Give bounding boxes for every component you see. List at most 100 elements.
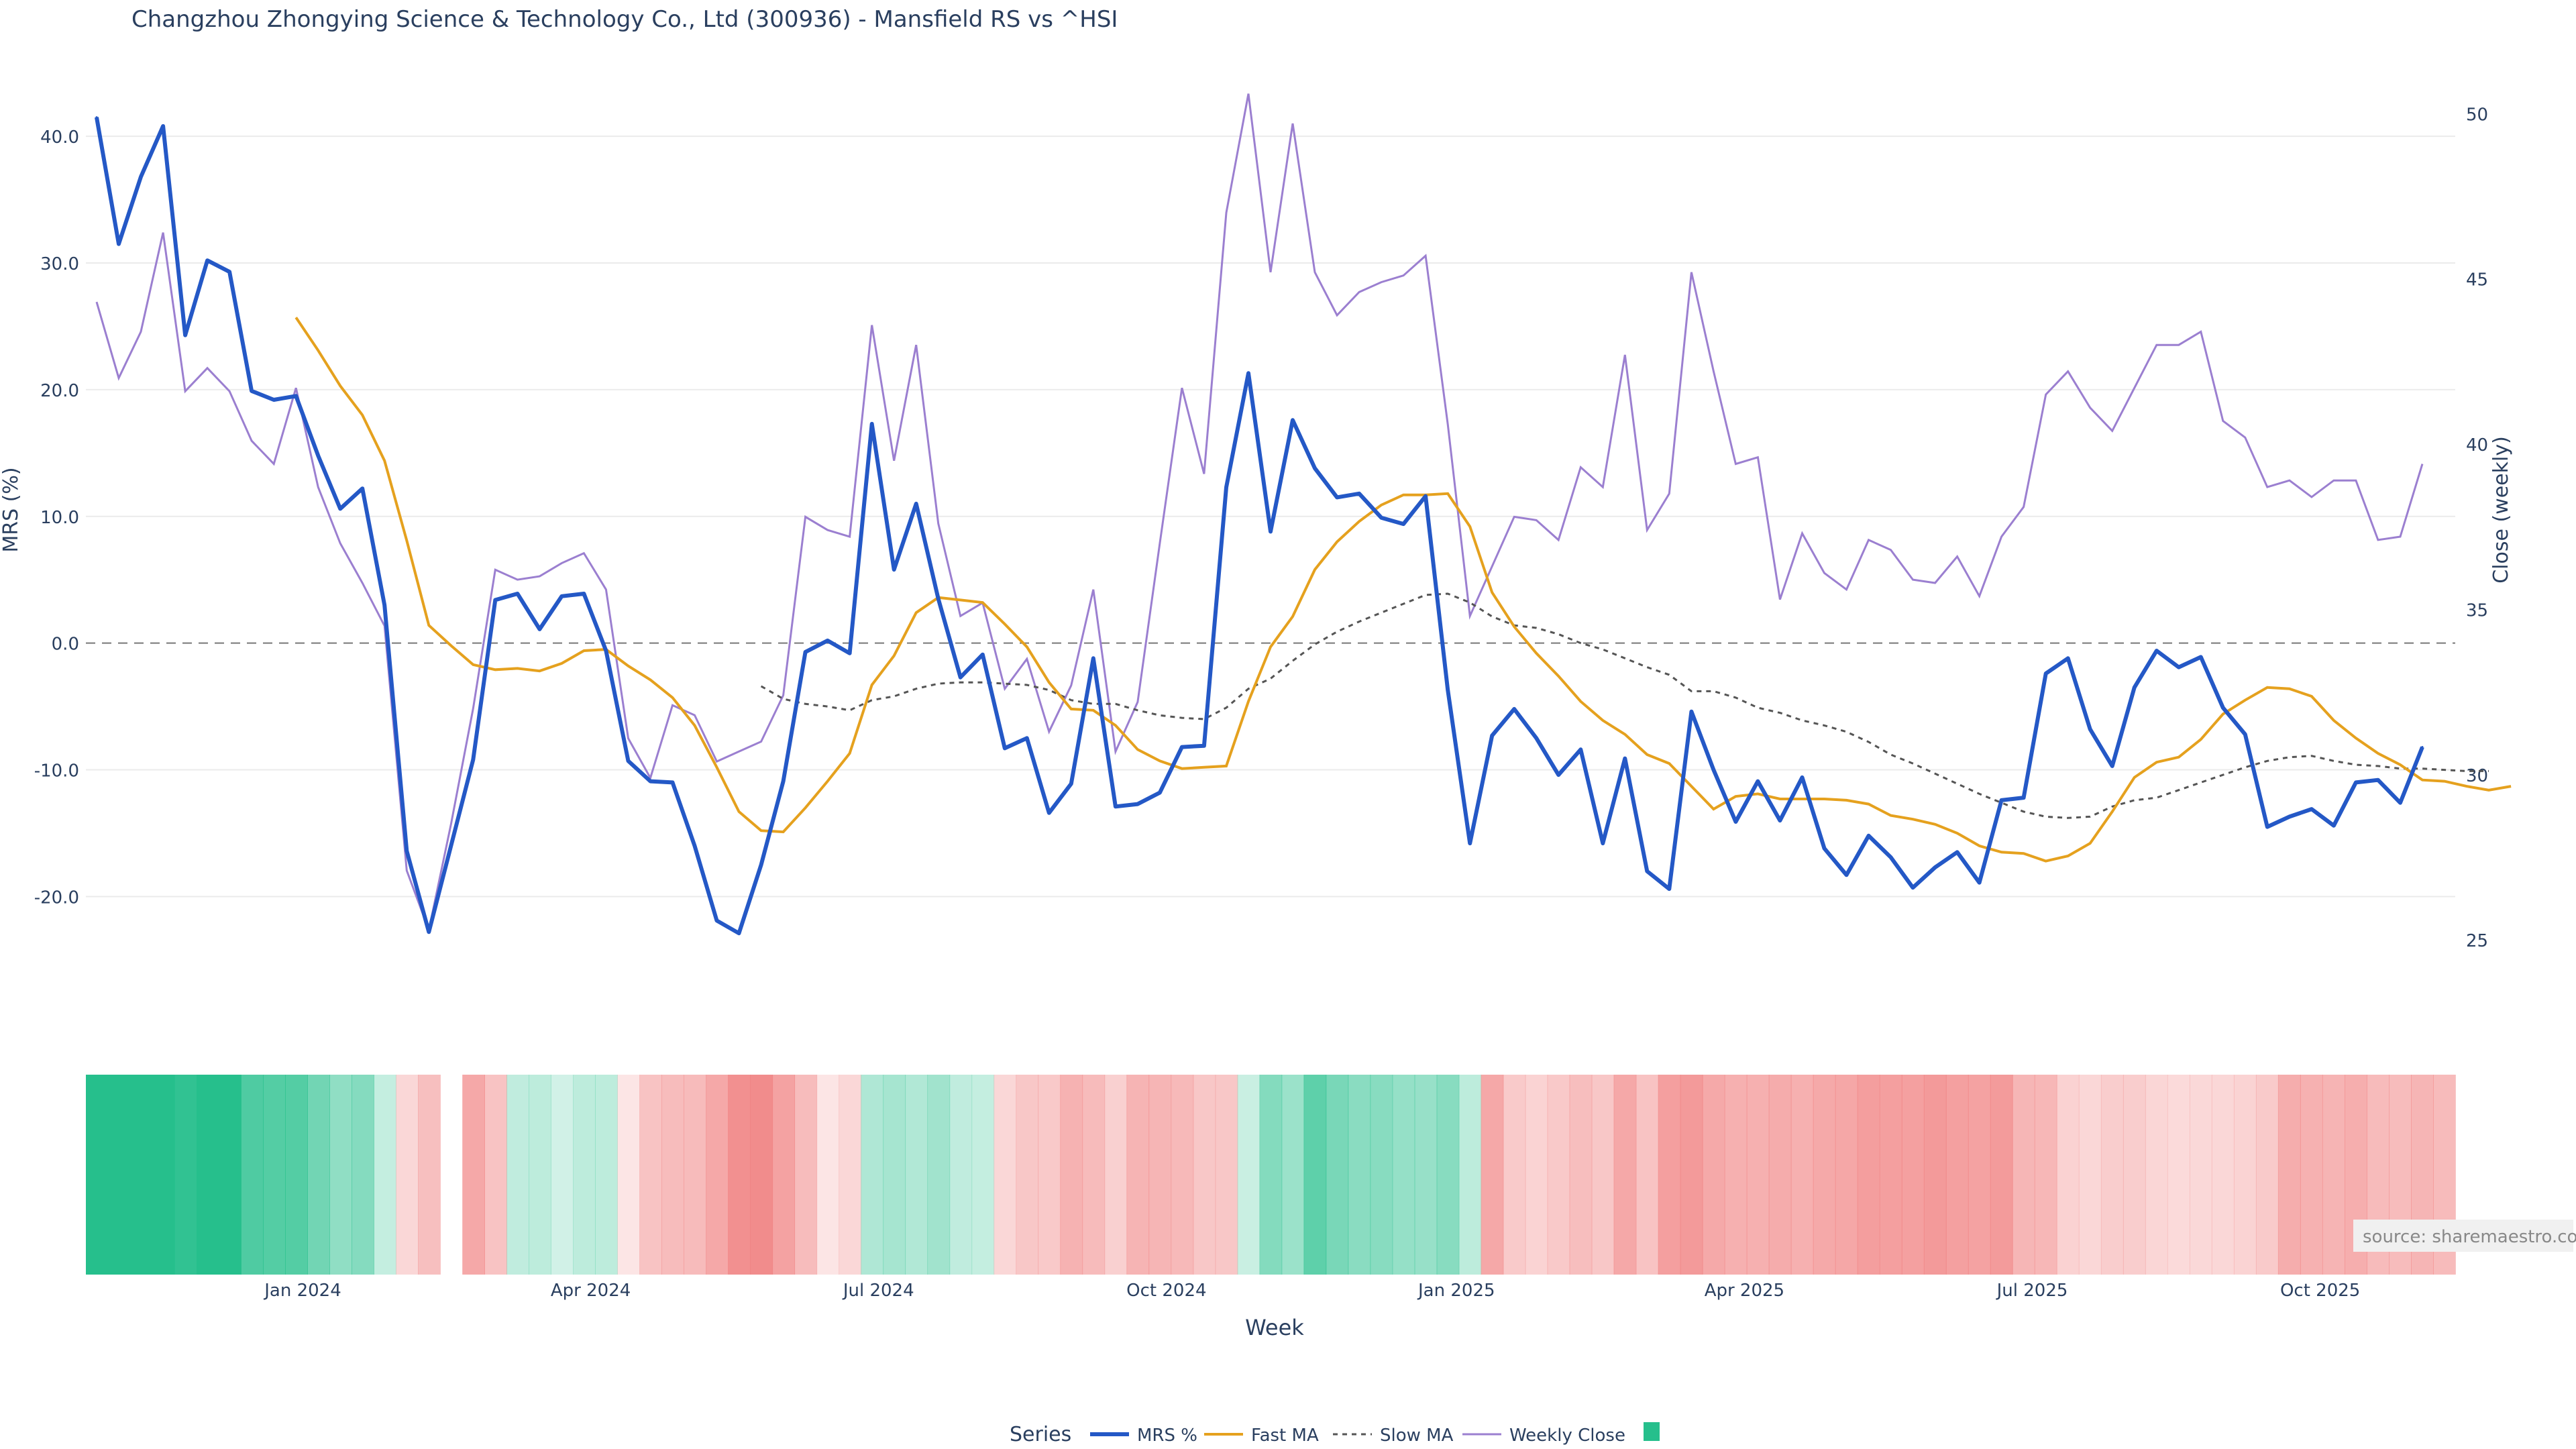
regime-cell xyxy=(1613,1075,1637,1275)
regime-cell xyxy=(197,1075,219,1275)
regime-cell xyxy=(1126,1075,1150,1275)
regime-cell xyxy=(661,1075,684,1275)
y2-tick-label: 30 xyxy=(2466,766,2488,786)
fast-ma-line xyxy=(294,317,2512,863)
legend-label: Slow MA xyxy=(1380,1426,1454,1446)
mrs-point xyxy=(2377,779,2379,782)
mrs-point xyxy=(1690,710,1693,713)
x-tick-label: Apr 2024 xyxy=(551,1281,631,1301)
mrs-point xyxy=(738,932,741,934)
regime-cell xyxy=(1591,1075,1615,1275)
mrs-point xyxy=(1801,776,1803,779)
mrs-point xyxy=(361,487,364,490)
mrs-point xyxy=(516,592,519,595)
regime-cell xyxy=(551,1075,574,1275)
y-tick-label: 30.0 xyxy=(40,254,79,274)
regime-cell xyxy=(1259,1075,1283,1275)
mrs-point xyxy=(1978,881,1981,884)
regime-cell xyxy=(1038,1075,1061,1275)
mrs-point xyxy=(1269,530,1272,533)
mrs-point xyxy=(2310,808,2313,810)
y-axis-right: 50 45 40 35 30 25 xyxy=(2466,105,2488,951)
mrs-point xyxy=(1114,805,1117,808)
regime-cell xyxy=(484,1075,507,1275)
regime-cell xyxy=(839,1075,862,1275)
regime-cell xyxy=(1458,1075,1482,1275)
mrs-point xyxy=(1823,847,1825,850)
legend-item[interactable]: Fast MA xyxy=(1204,1426,1319,1446)
regime-cell xyxy=(529,1075,551,1275)
legend-item[interactable]: Slow MA xyxy=(1333,1426,1454,1446)
regime-cell xyxy=(1857,1075,1880,1275)
mrs-point xyxy=(1956,851,1959,853)
regime-cell xyxy=(352,1075,374,1275)
regime-cell xyxy=(86,1075,109,1275)
regime-cell xyxy=(1303,1075,1327,1275)
x-axis-title: Week xyxy=(1245,1315,1304,1340)
regime-cell xyxy=(2255,1075,2279,1275)
mrs-point xyxy=(694,845,696,847)
regime-cell xyxy=(506,1075,529,1275)
mrs-point xyxy=(2200,655,2202,658)
legend-label: MRS % xyxy=(1137,1426,1197,1446)
mrs-point xyxy=(2000,799,2003,802)
regime-cell xyxy=(794,1075,818,1275)
y-tick-label: 40.0 xyxy=(40,127,79,148)
mrs-point xyxy=(317,454,319,457)
legend-item[interactable] xyxy=(1644,1422,1660,1441)
y-axis-left: 40.0 30.0 20.0 10.0 0.0 -10.0 -20.0 xyxy=(34,127,79,908)
mrs-point xyxy=(250,390,253,392)
regime-cell xyxy=(816,1075,840,1275)
regime-cell xyxy=(1923,1075,1947,1275)
regime-cell xyxy=(241,1075,264,1275)
regime-cell xyxy=(1148,1075,1172,1275)
legend-item[interactable]: Weekly Close xyxy=(1462,1426,1625,1446)
mrs-point xyxy=(2023,796,2025,799)
mrs-point xyxy=(937,598,940,600)
mrs-point xyxy=(1890,856,1892,859)
mrs-point xyxy=(1291,419,1294,421)
regime-cell xyxy=(1082,1075,1106,1275)
y2-tick-label: 35 xyxy=(2466,600,2488,621)
regime-cell xyxy=(1790,1075,1814,1275)
mrs-point xyxy=(1491,735,1493,737)
mrs-point xyxy=(294,394,297,397)
mrs-point xyxy=(1136,803,1139,806)
mrs-point xyxy=(671,781,674,784)
mrs-line xyxy=(95,117,2424,936)
mrs-point xyxy=(1446,689,1449,692)
mrs-point xyxy=(871,423,873,425)
mrs-point xyxy=(1668,888,1670,890)
mrs-point xyxy=(1623,757,1626,760)
mrs-point xyxy=(1313,467,1316,470)
x-tick-label: Jan 2024 xyxy=(263,1281,341,1301)
regime-cell xyxy=(263,1075,286,1275)
y2-tick-label: 40 xyxy=(2466,435,2488,455)
regime-cell xyxy=(1392,1075,1415,1275)
gridlines xyxy=(86,136,2455,898)
regime-cell xyxy=(639,1075,662,1275)
mrs-point xyxy=(1778,819,1781,822)
mrs-point xyxy=(627,759,629,762)
regime-cell xyxy=(1370,1075,1393,1275)
regime-cell xyxy=(2211,1075,2235,1275)
regime-cell xyxy=(750,1075,773,1275)
regime-cell xyxy=(1060,1075,1083,1275)
mrs-point xyxy=(1734,820,1737,823)
regime-cell xyxy=(617,1075,640,1275)
mrs-point xyxy=(582,592,585,595)
y2-tick-label: 25 xyxy=(2466,931,2488,951)
mrs-point xyxy=(1468,842,1471,845)
mrs-point xyxy=(1203,745,1205,747)
mrs-point xyxy=(2421,746,2424,749)
regime-cell xyxy=(1237,1075,1260,1275)
mrs-point xyxy=(604,649,607,652)
regime-cell xyxy=(130,1075,153,1275)
mrs-point xyxy=(1159,792,1161,794)
legend-item[interactable]: MRS % xyxy=(1090,1426,1197,1446)
mrs-point xyxy=(1380,517,1383,519)
mrs-point xyxy=(1579,748,1582,751)
regime-cell xyxy=(994,1075,1017,1275)
regime-cell xyxy=(1813,1075,1836,1275)
x-axis: Jan 2024 Apr 2024 Jul 2024 Oct 2024 Jan 2025… xyxy=(263,1281,2360,1301)
